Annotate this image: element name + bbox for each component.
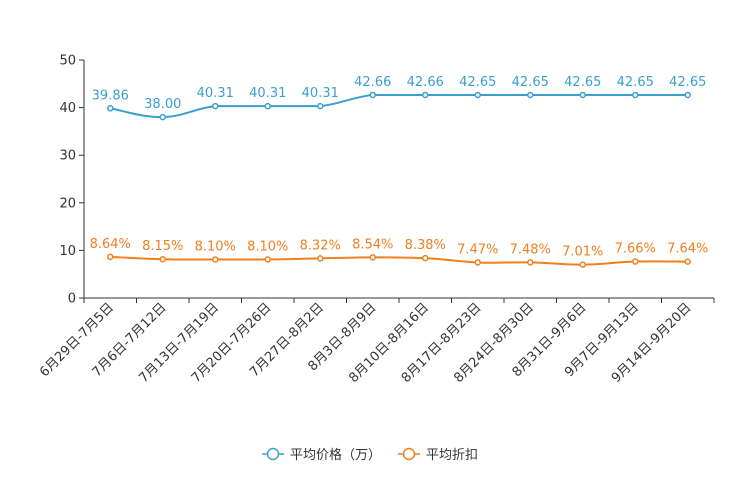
data-label: 38.00 <box>144 97 181 112</box>
data-point[interactable] <box>527 259 534 266</box>
series-0: 39.86 38.00 40.31 40.31 40.31 42.66 42.66 42.65… <box>92 75 706 121</box>
data-label: 8.38% <box>405 238 446 253</box>
legend-label: 平均折扣 <box>426 448 478 463</box>
data-point[interactable] <box>317 255 324 262</box>
data-label: 8.10% <box>247 239 288 254</box>
data-label: 7.64% <box>667 242 708 257</box>
data-label: 42.65 <box>512 75 549 90</box>
y-tick-label: 0 <box>68 292 76 307</box>
y-tick-label: 20 <box>59 196 76 211</box>
data-point[interactable] <box>422 254 429 262</box>
data-label: 42.65 <box>459 75 496 90</box>
data-point[interactable] <box>107 105 114 112</box>
data-point[interactable] <box>369 91 376 99</box>
data-label: 7.66% <box>615 242 656 257</box>
data-point[interactable] <box>632 91 639 99</box>
x-axis: 6月29日-7月5日7月6日-7月12日7月13日-7月19日7月20日-7月2… <box>37 297 715 386</box>
data-point[interactable] <box>264 102 271 110</box>
series-line <box>110 255 688 266</box>
legend-marker <box>266 447 280 461</box>
data-point[interactable] <box>527 91 534 99</box>
data-label: 8.64% <box>90 237 131 252</box>
data-point[interactable] <box>474 91 481 99</box>
y-tick-label: 30 <box>59 149 76 164</box>
series-line <box>110 93 688 119</box>
legend-item-0[interactable]: 平均价格（万） <box>262 447 381 463</box>
data-point[interactable] <box>317 102 324 110</box>
y-tick-label: 50 <box>59 54 76 69</box>
data-point[interactable] <box>369 254 376 261</box>
data-point[interactable] <box>422 91 429 99</box>
series-layer: 39.86 38.00 40.31 40.31 40.31 42.66 42.66 42.65… <box>90 75 708 268</box>
data-label: 7.01% <box>562 245 603 260</box>
data-label: 8.15% <box>142 239 183 254</box>
data-label: 7.48% <box>510 242 551 257</box>
y-axis: 0 10 20 30 40 50 <box>59 54 85 307</box>
legend-item-1[interactable]: 平均折扣 <box>398 447 478 463</box>
data-point[interactable] <box>159 255 166 263</box>
data-label: 40.31 <box>302 86 339 101</box>
series-1: 8.64% 8.15% 8.10% 8.10% 8.32% 8.54% 8.38% 7.47%… <box>90 237 708 268</box>
legend-label: 平均价格（万） <box>290 447 381 463</box>
data-point[interactable] <box>632 258 639 265</box>
data-label: 42.65 <box>617 75 654 90</box>
data-label: 40.31 <box>197 86 234 101</box>
data-label: 40.31 <box>249 86 286 101</box>
legend[interactable]: 平均价格（万） 平均折扣 <box>262 447 478 463</box>
data-label: 42.66 <box>407 75 444 90</box>
data-label: 39.86 <box>92 88 129 103</box>
legend-marker <box>402 447 416 461</box>
data-label: 8.54% <box>352 237 393 252</box>
data-point[interactable] <box>579 261 586 268</box>
data-label: 42.66 <box>354 75 391 90</box>
data-label: 7.47% <box>457 242 498 257</box>
data-label: 42.65 <box>669 75 706 90</box>
data-point[interactable] <box>474 259 481 266</box>
data-point[interactable] <box>684 91 691 99</box>
data-point[interactable] <box>159 113 166 121</box>
y-tick-label: 40 <box>59 101 76 116</box>
data-point[interactable] <box>264 256 271 263</box>
data-point[interactable] <box>212 256 219 263</box>
data-label: 8.32% <box>300 238 341 253</box>
y-tick-label: 10 <box>59 244 76 259</box>
data-label: 42.65 <box>564 75 601 90</box>
data-point[interactable] <box>684 258 691 265</box>
data-point[interactable] <box>212 102 219 110</box>
data-point[interactable] <box>107 253 114 261</box>
data-point[interactable] <box>579 91 586 99</box>
data-label: 8.10% <box>195 239 236 254</box>
